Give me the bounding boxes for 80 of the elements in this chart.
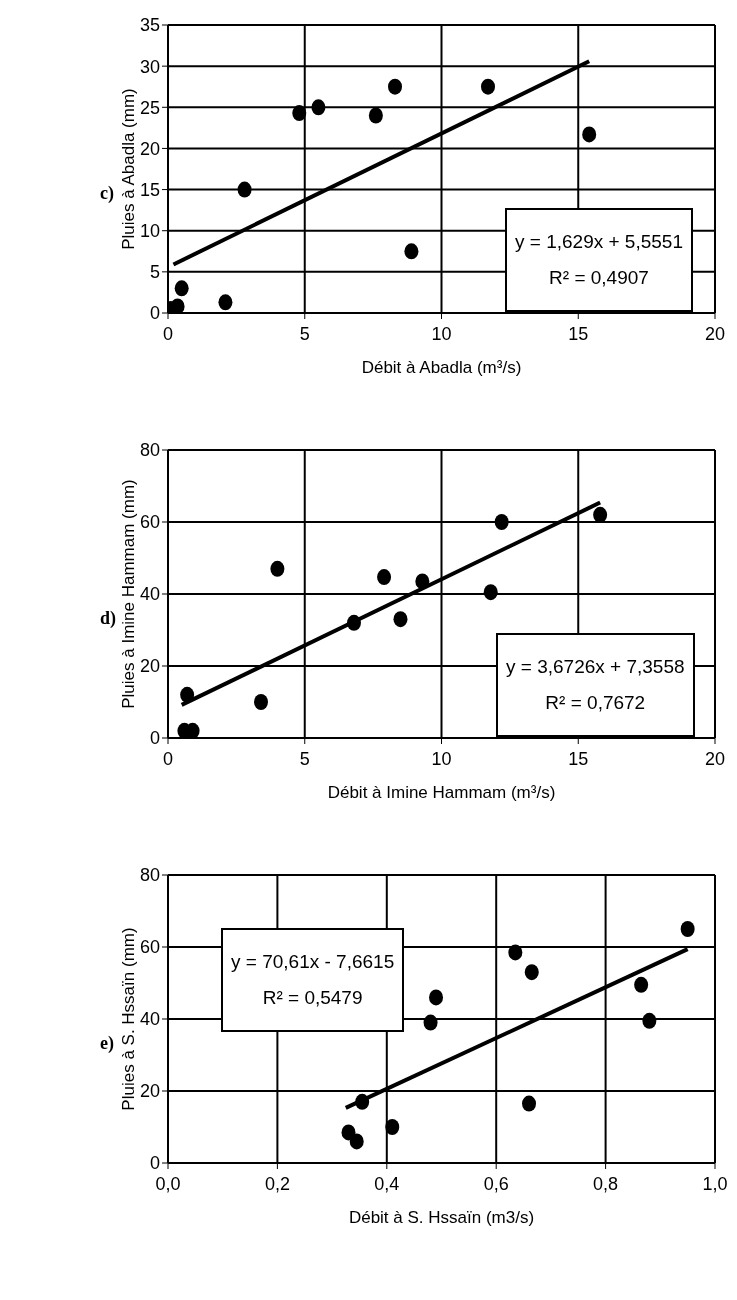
y-tick-label: 5 [149, 262, 160, 283]
y-tick-label: 60 [139, 937, 160, 958]
point [429, 989, 444, 1006]
point [494, 514, 509, 530]
point [481, 78, 495, 95]
point [368, 107, 383, 124]
x-tick-label: 0,8 [593, 1173, 619, 1194]
y-tick-label: 10 [139, 221, 160, 242]
y-tick-label: 15 [139, 179, 160, 200]
point [393, 611, 408, 628]
annotation: R² = 0,5479 [261, 986, 364, 1010]
point [483, 584, 498, 601]
point [634, 976, 649, 993]
y-tick-label: 30 [139, 56, 160, 77]
annotation: R² = 0,7672 [544, 691, 647, 715]
x-tick-label: 20 [704, 323, 726, 344]
y-tick-label: 0 [149, 728, 160, 749]
x-axis-title: Débit à Abadla (m³/s) [361, 358, 522, 377]
point [218, 294, 233, 311]
y-tick-label: 40 [139, 584, 160, 605]
y-tick-label: 60 [139, 512, 160, 533]
point [377, 569, 392, 586]
y-axis-title: Pluies à Abadla (mm) [119, 88, 139, 250]
text: d) [100, 608, 117, 629]
y-tick-label: 20 [139, 138, 160, 159]
x-tick-label: 0,6 [483, 1173, 509, 1194]
point [423, 1014, 438, 1031]
y-tick-label: 35 [139, 15, 160, 36]
text: c) [100, 183, 114, 204]
annotation: y = 3,6726x + 7,3558 [506, 655, 685, 679]
text: e) [100, 1033, 114, 1054]
text-box: y = 3,6726x + 7,3558 R² = 0,7672 [496, 633, 695, 737]
point [170, 298, 185, 313]
y-axis-title: Pluies à S. Hssaïn (mm) [119, 927, 139, 1111]
x-tick-label: 5 [299, 323, 310, 344]
y-tick-label: 0 [149, 303, 160, 324]
x-tick-label: 10 [431, 748, 452, 769]
x-tick-label: 5 [299, 748, 310, 769]
y-axis-title: Pluies à Imine Hammam (mm) [119, 479, 139, 709]
text-box: y = 70,61x - 7,6615 R² = 0,5479 [221, 928, 405, 1032]
y-tick-label: 40 [139, 1009, 160, 1030]
point [174, 280, 189, 297]
point [404, 243, 419, 260]
x-axis-title: Débit à Imine Hammam (m³/s) [327, 783, 556, 802]
point [292, 105, 307, 122]
point [385, 1119, 400, 1135]
y-tick-label: 20 [139, 656, 160, 677]
annotation: R² = 0,4907 [548, 266, 650, 290]
point [237, 181, 252, 198]
y-tick-label: 25 [139, 97, 160, 118]
point [582, 126, 597, 143]
x-axis-title: Débit à S. Hssaïn (m3/s) [348, 1208, 535, 1227]
x-tick-label: 15 [568, 323, 589, 344]
annotation: y = 1,629x + 5,5551 [515, 230, 683, 254]
x-tick-label: 0 [162, 323, 174, 344]
x-tick-label: 0,2 [264, 1173, 290, 1194]
x-tick-label: 20 [704, 748, 726, 769]
point [642, 1012, 657, 1029]
point [680, 921, 695, 937]
point [349, 1133, 364, 1150]
y-tick-label: 80 [139, 440, 160, 461]
text-box: y = 1,629x + 5,5551 R² = 0,4907 [505, 208, 693, 312]
x-tick-label: 0,0 [155, 1173, 181, 1194]
point [522, 1095, 537, 1112]
y-tick-label: 0 [149, 1153, 160, 1174]
point [508, 944, 523, 961]
x-tick-label: 0 [162, 748, 174, 769]
x-tick-label: 10 [431, 323, 452, 344]
x-tick-label: 0,4 [374, 1173, 400, 1194]
point [593, 506, 608, 523]
x-tick-label: 15 [568, 748, 589, 769]
y-tick-label: 80 [139, 865, 160, 886]
point [524, 964, 539, 981]
x-tick-label: 1,0 [702, 1173, 728, 1194]
point [388, 78, 403, 95]
annotation: y = 70,61x - 7,6615 [231, 950, 395, 974]
point [270, 560, 285, 577]
y-tick-label: 20 [139, 1081, 160, 1102]
point [253, 694, 268, 710]
point [311, 99, 326, 116]
